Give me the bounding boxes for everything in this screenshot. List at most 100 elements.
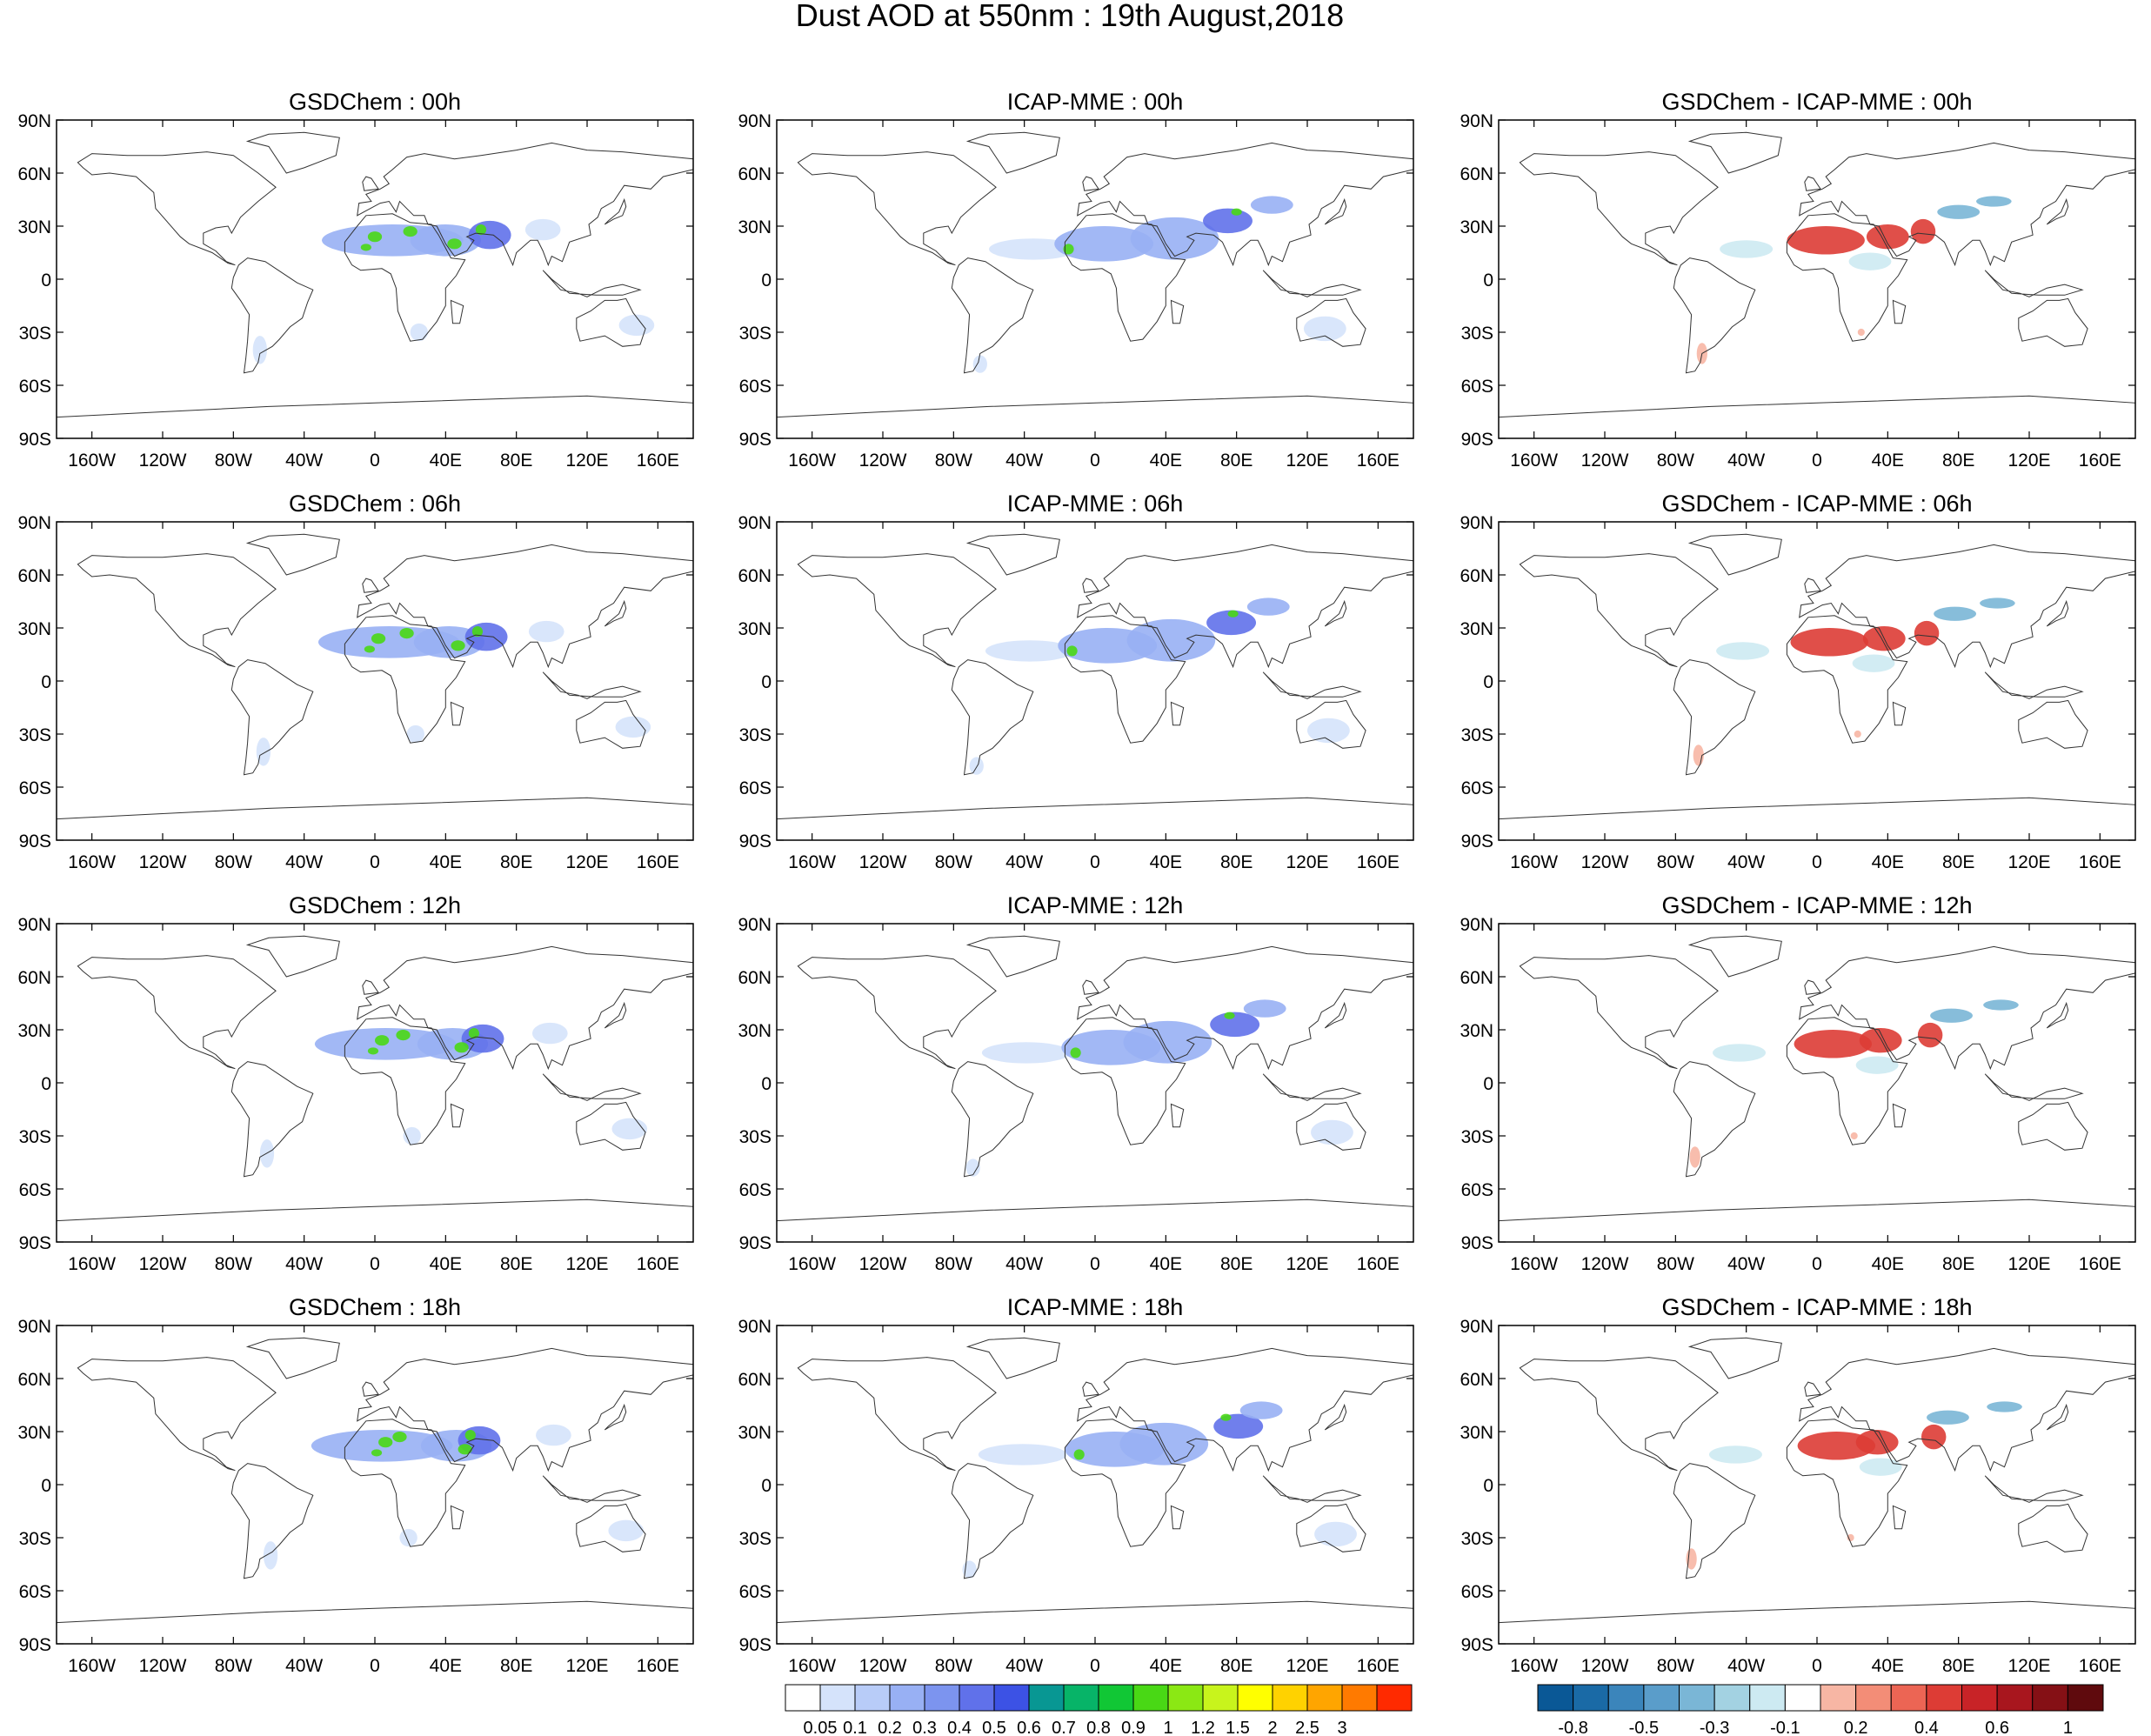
dust-field	[410, 323, 429, 342]
colorbar-label: 1.2	[1191, 1719, 1215, 1736]
dust-field	[618, 314, 655, 337]
lat-label: 90S	[739, 430, 772, 450]
lat-label: 0	[1483, 1074, 1493, 1094]
lon-label: 80W	[935, 1254, 972, 1274]
colorbar-swatch	[1749, 1684, 1786, 1712]
coastline	[1296, 1101, 1366, 1151]
coastline	[1082, 979, 1099, 995]
dust-field	[1850, 1132, 1858, 1140]
lon-label: 120E	[565, 1254, 608, 1274]
coastline	[1296, 297, 1366, 347]
dust-field	[458, 1444, 472, 1455]
colorbar-swatch	[1679, 1684, 1715, 1712]
lat-label: 30S	[1461, 725, 1493, 745]
colorbar-label: -0.3	[1700, 1719, 1729, 1736]
lat-label: 60N	[17, 1370, 51, 1390]
lat-label: 30S	[739, 725, 772, 745]
dust-field	[1857, 328, 1865, 337]
colorbar-label: 0.1	[843, 1719, 867, 1736]
dust-field	[608, 1519, 645, 1542]
lat-label: 0	[761, 672, 772, 692]
coastline	[542, 270, 642, 297]
lon-label: 0	[370, 1254, 380, 1274]
lon-label: 160E	[1357, 1656, 1399, 1676]
coastline	[450, 299, 464, 324]
lon-label: 160W	[68, 852, 116, 872]
lat-label: 30S	[19, 1529, 51, 1549]
dust-field	[1220, 1413, 1232, 1421]
lat-label: 60S	[739, 377, 772, 397]
lat-label: 30S	[19, 725, 51, 745]
coastline	[344, 615, 466, 744]
colorbar-swatch	[1167, 1684, 1204, 1712]
coastline	[1324, 197, 1347, 225]
coastline	[1673, 659, 1756, 776]
colorbar-swatch	[1132, 1684, 1169, 1712]
lon-label: 40E	[1872, 1254, 1904, 1274]
dust-field	[1866, 224, 1909, 250]
coastline	[797, 1357, 997, 1472]
coastline	[1984, 671, 2084, 699]
lat-label: 90N	[17, 915, 51, 935]
coastline	[1082, 176, 1099, 191]
dust-field	[475, 224, 487, 236]
coastline	[965, 533, 1060, 576]
lon-label: 160E	[637, 852, 679, 872]
dust-field	[1708, 1446, 1762, 1464]
lon-label: 120W	[1581, 1656, 1629, 1676]
coastline	[951, 257, 1034, 374]
colorbar-label: 0.05	[804, 1719, 838, 1736]
map-panel-diff-00h: GSDChem - ICAP-MME : 00h 90N 60N 30N 0 30S 60S…	[1460, 89, 2136, 471]
colorbar-swatch	[1643, 1684, 1680, 1712]
lat-label: 90S	[1461, 1635, 1493, 1655]
lon-label: 40E	[1150, 1656, 1182, 1676]
dust-field	[985, 640, 1074, 662]
colorbar-label: 0.4	[947, 1719, 972, 1736]
lon-label: 80W	[1657, 852, 1694, 872]
colorbar-label: -0.8	[1558, 1719, 1587, 1736]
dust-field	[1126, 618, 1216, 662]
lon-label: 120E	[2007, 1254, 2050, 1274]
lat-label: 0	[41, 1476, 51, 1496]
lat-label: 60S	[739, 1180, 772, 1200]
dust-field	[1314, 1521, 1357, 1547]
lat-label: 60S	[1461, 1180, 1493, 1200]
lon-label: 0	[370, 1656, 380, 1676]
panel-title: GSDChem : 00h	[289, 89, 461, 115]
coastline	[1892, 299, 1907, 324]
lon-label: 80W	[1657, 1254, 1694, 1274]
coastline	[230, 257, 314, 374]
lon-label: 80W	[215, 852, 252, 872]
dust-field	[978, 1444, 1067, 1466]
dust-field	[447, 238, 462, 250]
colorbar-label: 0.2	[1844, 1719, 1868, 1736]
dust-field	[611, 1118, 648, 1140]
map-background	[777, 924, 1413, 1242]
dust-field	[1787, 226, 1865, 255]
map-background	[1499, 522, 2135, 840]
colorbar-label: 0.5	[982, 1719, 1006, 1736]
lon-label: 80W	[215, 1656, 252, 1676]
coastline	[1799, 945, 2136, 1071]
dust-field	[263, 1541, 278, 1570]
coastline	[576, 1101, 646, 1151]
colorbar-aod: 0.05 0.1 0.2 0.3 0.4 0.5 0.6 0.7 0.8 0.9 1 1.2 1.5 2 2…	[785, 1684, 1413, 1736]
coastline	[1786, 615, 1908, 744]
lat-label: 90N	[17, 513, 51, 533]
lat-label: 0	[1483, 270, 1493, 290]
lon-label: 80E	[1942, 1254, 1974, 1274]
lat-label: 60N	[17, 566, 51, 586]
lat-label: 30N	[17, 1021, 51, 1041]
lat-label: 30N	[17, 619, 51, 639]
lat-label: 90S	[19, 1635, 51, 1655]
lon-label: 160W	[1510, 451, 1558, 471]
dust-field	[1980, 598, 2015, 609]
lon-label: 120E	[1286, 1254, 1328, 1274]
dust-field	[1206, 610, 1257, 636]
lat-label: 30S	[19, 1127, 51, 1147]
lat-label: 60N	[738, 164, 772, 184]
coastline	[1077, 1347, 1414, 1472]
lon-label: 80E	[1942, 852, 1974, 872]
dust-field	[1927, 1410, 1969, 1425]
coastline	[1296, 1503, 1366, 1552]
